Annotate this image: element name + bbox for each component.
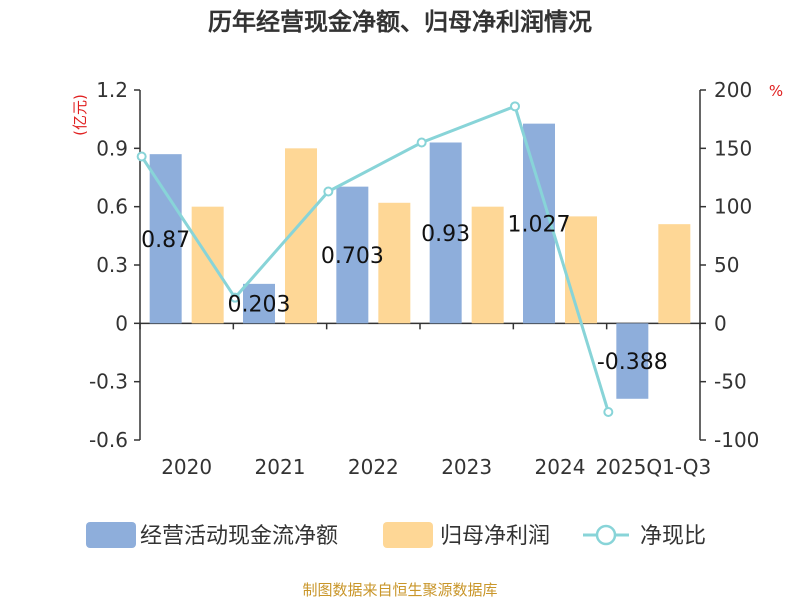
y-tick-label-left: -0.6 (89, 428, 128, 452)
data-label-cashflow: -0.388 (597, 350, 668, 375)
bar-netprofit (565, 216, 597, 324)
data-label-cashflow: 0.93 (421, 222, 470, 247)
x-tick-label: 2024 (535, 455, 586, 479)
data-label-cashflow: 0.703 (321, 244, 384, 269)
bar-cashflow (243, 283, 275, 324)
legend-label: 经营活动现金流净额 (140, 524, 338, 549)
bar-cashflow (429, 142, 462, 324)
ratio-line-path (140, 104, 610, 413)
bar-cashflow (616, 323, 649, 399)
legend-swatch (383, 522, 433, 548)
y-tick-label-left: 0.9 (96, 136, 128, 160)
y-tick-label-right: -50 (714, 370, 747, 394)
x-tick-label: 2025Q1-Q3 (595, 455, 711, 479)
ratio-point (416, 137, 427, 148)
legend-label: 归母净利润 (440, 524, 550, 549)
y-tick-label-right: 200 (714, 78, 752, 102)
y-tick-label-left: -0.3 (89, 370, 128, 394)
legend-swatch-marker (595, 524, 617, 546)
y-tick-label-left: 1.2 (96, 78, 128, 102)
ratio-point (136, 151, 147, 162)
bar-cashflow (336, 186, 369, 324)
y-tick-label-left: 0.6 (96, 195, 128, 219)
data-label-cashflow: 0.203 (228, 293, 291, 318)
y-tick-label-right: 50 (714, 253, 739, 277)
bar-netprofit (191, 206, 224, 324)
chart-title: 历年经营现金净额、归母净利润情况 (208, 8, 592, 36)
y-tick-label-right: 0 (714, 311, 727, 335)
x-tick-label: 2021 (255, 455, 306, 479)
x-tick-label: 2023 (441, 455, 492, 479)
y-tick-label-left: 0 (115, 311, 128, 335)
x-tick-label: 2022 (348, 455, 399, 479)
ratio-point (510, 101, 520, 112)
legend-label: 净现比 (640, 524, 706, 549)
bar-netprofit (658, 224, 691, 324)
bar-netprofit (378, 202, 411, 324)
ratio-line (136, 101, 614, 417)
left-axis-unit: (亿元) (71, 94, 89, 136)
data-labels: 0.87 0.203 0.703 0.93 1.027 -0.388 (141, 212, 668, 375)
ratio-point (323, 186, 334, 197)
bar-cashflow (149, 154, 182, 324)
right-axis-unit: % (769, 82, 783, 100)
axes: 1.2 0.9 0.6 0.3 0 -0.3 -0.6 200 150 100 50 0 -50 -100… (89, 78, 759, 479)
bar-netprofit (471, 206, 504, 324)
data-label-cashflow: 0.87 (141, 228, 190, 253)
y-tick-label-right: 100 (714, 195, 752, 219)
source-note: 制图数据来自恒生聚源数据库 (302, 581, 497, 599)
y-tick-label-right: -100 (714, 428, 759, 452)
ratio-point (603, 407, 614, 417)
ratio-point (230, 292, 240, 303)
x-tick-label: 2020 (161, 455, 212, 479)
y-tick-label-right: 150 (714, 136, 752, 160)
data-label-cashflow: 1.027 (508, 212, 571, 237)
legend-swatch (86, 522, 136, 548)
legend: 经营活动现金流净额 归母净利润 净现比 (86, 522, 706, 549)
y-tick-label-left: 0.3 (96, 253, 128, 277)
